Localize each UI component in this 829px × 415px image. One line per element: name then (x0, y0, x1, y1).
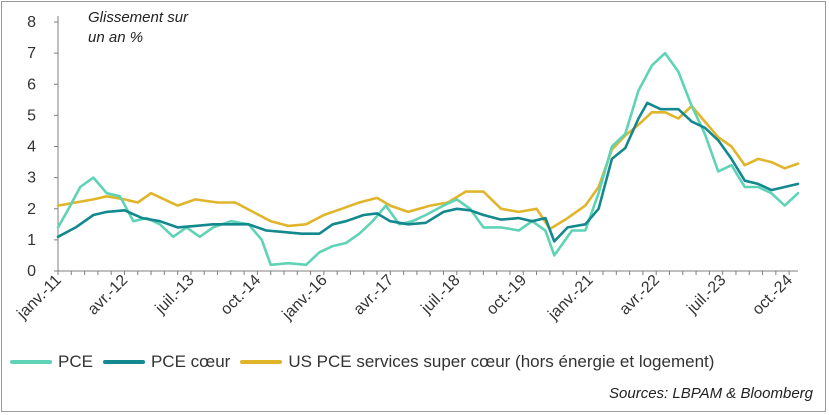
x-tick-label: janv.-11 (14, 272, 65, 323)
y-tick-label: 2 (27, 201, 36, 218)
x-tick-label: juil.-23 (683, 272, 729, 318)
legend-label-pce-coeur: PCE cœur (150, 352, 231, 371)
y-tick-label: 3 (27, 170, 36, 187)
y-tick-label: 1 (27, 232, 36, 249)
x-tick-label: oct.-19 (483, 272, 530, 319)
legend-item-super-core: US PCE services super cœur (hors énergie… (240, 352, 714, 372)
x-tick-label: avr.-12 (85, 272, 132, 319)
legend-label-pce: PCE (58, 352, 93, 371)
chart-legend: PCE PCE cœur US PCE services super cœur … (10, 352, 724, 372)
series-line-0 (56, 104, 800, 231)
chart-annotation-line-2: un an % (88, 29, 143, 46)
x-tick-label: juil.-18 (418, 272, 464, 318)
legend-label-super-core: US PCE services super cœur (hors énergie… (288, 352, 715, 371)
series-line-2 (56, 101, 800, 243)
x-tick-label: janv.-16 (279, 272, 331, 324)
x-tick-label: juil.-13 (152, 272, 198, 318)
chart-svg: 0 1 2 3 4 5 6 7 8 janv.-11 avr.-12 juil.-13 oct.-14… (14, 9, 800, 324)
legend-item-pce-coeur: PCE cœur (102, 352, 231, 372)
x-tick-label: avr.-17 (351, 272, 398, 319)
x-tick-label: oct.-14 (218, 272, 265, 319)
legend-item-pce: PCE (10, 352, 93, 372)
y-axis-ticks: 0 1 2 3 4 5 6 7 8 (27, 14, 58, 280)
chart-lines (56, 51, 800, 267)
legend-swatch-super-core (240, 360, 283, 364)
y-tick-label: 0 (27, 263, 36, 280)
source-note: Sources: LBPAM & Bloomberg (609, 385, 813, 402)
y-tick-label: 6 (27, 76, 36, 93)
x-tick-label: avr.-22 (616, 272, 663, 319)
chart-annotation-line-1: Glissement sur (88, 9, 189, 26)
y-tick-label: 4 (27, 139, 36, 156)
x-axis-ticks: janv.-11 avr.-12 juil.-13 oct.-14 janv.-16 av… (14, 271, 796, 324)
y-tick-label: 5 (27, 107, 36, 124)
legend-swatch-pce (10, 360, 52, 364)
x-tick-label: janv.-21 (544, 272, 596, 324)
series-line-1 (56, 51, 800, 267)
y-tick-label: 8 (27, 14, 36, 31)
y-tick-label: 7 (27, 45, 36, 62)
legend-swatch-pce-coeur (102, 360, 145, 364)
x-tick-label: oct.-24 (749, 272, 796, 319)
